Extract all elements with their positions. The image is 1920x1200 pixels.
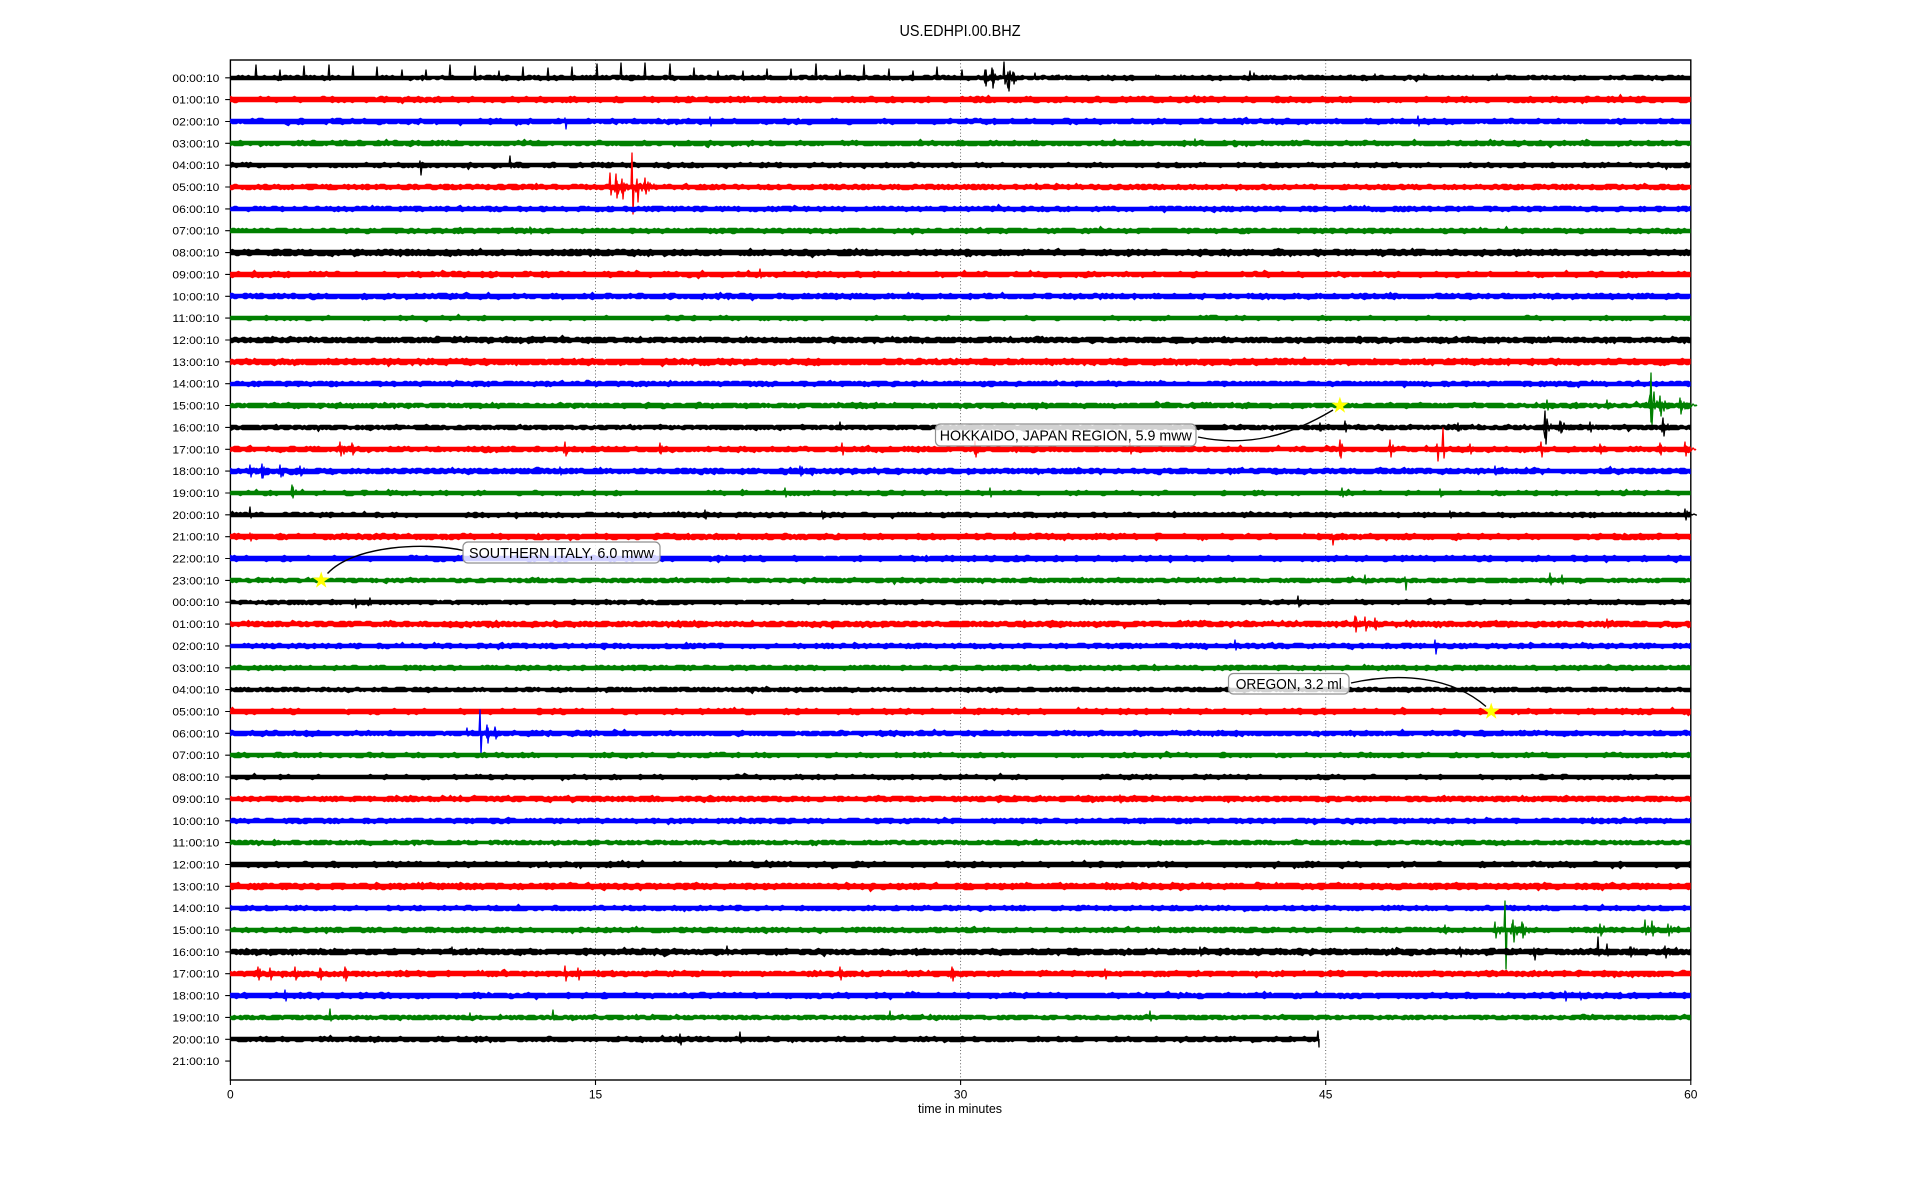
svg-text:17:00:10: 17:00:10 <box>172 444 219 456</box>
svg-text:14:00:10: 14:00:10 <box>172 903 219 915</box>
svg-text:21:00:10: 21:00:10 <box>172 532 219 544</box>
svg-text:01:00:10: 01:00:10 <box>172 95 219 107</box>
svg-text:time in minutes: time in minutes <box>918 1102 1002 1116</box>
svg-text:0: 0 <box>227 1088 234 1102</box>
svg-text:10:00:10: 10:00:10 <box>172 816 219 828</box>
svg-text:17:00:10: 17:00:10 <box>172 969 219 981</box>
svg-text:21:00:10: 21:00:10 <box>172 1056 219 1068</box>
svg-text:30: 30 <box>954 1088 968 1102</box>
svg-text:US.EDHPI.00.BHZ: US.EDHPI.00.BHZ <box>900 23 1021 40</box>
svg-text:00:00:10: 00:00:10 <box>172 597 219 609</box>
svg-text:60: 60 <box>1684 1088 1698 1102</box>
svg-text:SOUTHERN ITALY, 6.0 mww: SOUTHERN ITALY, 6.0 mww <box>469 545 654 562</box>
svg-text:18:00:10: 18:00:10 <box>172 991 219 1003</box>
svg-text:12:00:10: 12:00:10 <box>172 860 219 872</box>
svg-text:09:00:10: 09:00:10 <box>172 794 219 806</box>
svg-text:05:00:10: 05:00:10 <box>172 182 219 194</box>
svg-text:01:00:10: 01:00:10 <box>172 619 219 631</box>
svg-text:10:00:10: 10:00:10 <box>172 291 219 303</box>
svg-text:05:00:10: 05:00:10 <box>172 707 219 719</box>
svg-text:04:00:10: 04:00:10 <box>172 685 219 697</box>
svg-text:13:00:10: 13:00:10 <box>172 881 219 893</box>
svg-text:19:00:10: 19:00:10 <box>172 1012 219 1024</box>
svg-text:16:00:10: 16:00:10 <box>172 422 219 434</box>
svg-text:09:00:10: 09:00:10 <box>172 269 219 281</box>
svg-text:14:00:10: 14:00:10 <box>172 379 219 391</box>
svg-text:23:00:10: 23:00:10 <box>172 575 219 587</box>
svg-text:11:00:10: 11:00:10 <box>172 313 219 325</box>
svg-text:15:00:10: 15:00:10 <box>172 401 219 413</box>
svg-text:19:00:10: 19:00:10 <box>172 488 219 500</box>
svg-text:06:00:10: 06:00:10 <box>172 728 219 740</box>
svg-text:12:00:10: 12:00:10 <box>172 335 219 347</box>
svg-text:45: 45 <box>1319 1088 1333 1102</box>
svg-text:20:00:10: 20:00:10 <box>172 510 219 522</box>
svg-text:18:00:10: 18:00:10 <box>172 466 219 478</box>
svg-text:07:00:10: 07:00:10 <box>172 226 219 238</box>
svg-text:15:00:10: 15:00:10 <box>172 925 219 937</box>
svg-text:11:00:10: 11:00:10 <box>172 838 219 850</box>
svg-text:16:00:10: 16:00:10 <box>172 947 219 959</box>
svg-text:OREGON, 3.2 ml: OREGON, 3.2 ml <box>1236 676 1342 693</box>
svg-text:02:00:10: 02:00:10 <box>172 641 219 653</box>
svg-text:07:00:10: 07:00:10 <box>172 750 219 762</box>
svg-text:03:00:10: 03:00:10 <box>172 138 219 150</box>
svg-text:06:00:10: 06:00:10 <box>172 204 219 216</box>
svg-text:04:00:10: 04:00:10 <box>172 160 219 172</box>
svg-text:HOKKAIDO, JAPAN REGION, 5.9 mw: HOKKAIDO, JAPAN REGION, 5.9 mww <box>940 427 1192 444</box>
svg-text:13:00:10: 13:00:10 <box>172 357 219 369</box>
svg-text:03:00:10: 03:00:10 <box>172 663 219 675</box>
svg-text:20:00:10: 20:00:10 <box>172 1034 219 1046</box>
svg-text:15: 15 <box>589 1088 603 1102</box>
svg-text:00:00:10: 00:00:10 <box>172 73 219 85</box>
svg-text:08:00:10: 08:00:10 <box>172 248 219 260</box>
svg-text:02:00:10: 02:00:10 <box>172 117 219 129</box>
svg-text:22:00:10: 22:00:10 <box>172 554 219 566</box>
svg-text:08:00:10: 08:00:10 <box>172 772 219 784</box>
